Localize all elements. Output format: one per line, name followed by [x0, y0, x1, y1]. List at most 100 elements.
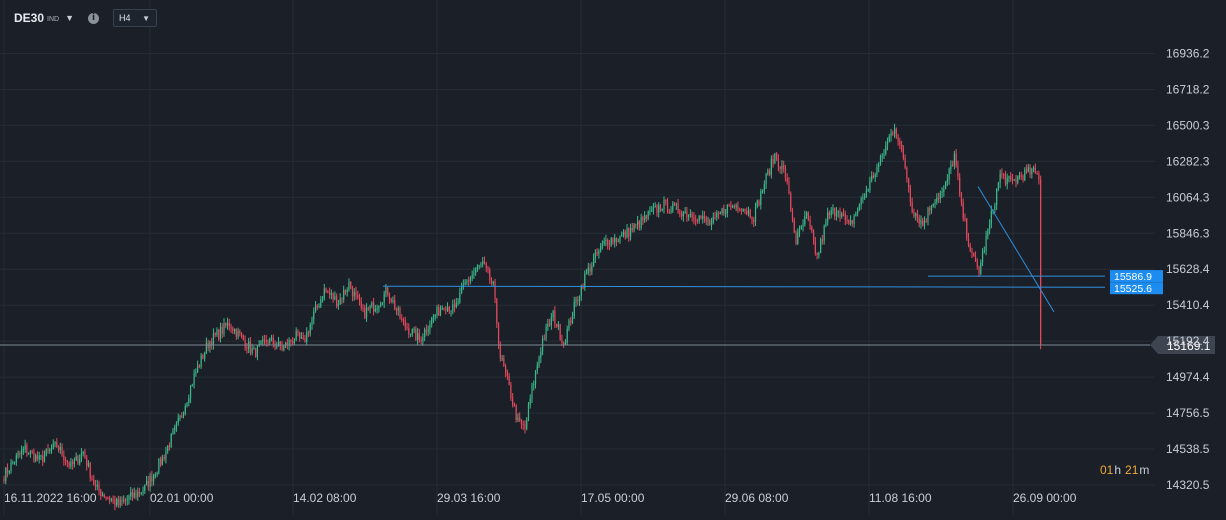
candle-body	[394, 300, 396, 310]
candle	[981, 248, 984, 267]
candle	[411, 328, 413, 337]
symbol-name[interactable]: DE30	[14, 11, 45, 25]
candle-body	[47, 449, 49, 451]
candle	[594, 249, 596, 263]
candle	[784, 164, 787, 182]
timeframe-select[interactable]: H4 ▼	[113, 9, 158, 27]
candle-body	[117, 498, 119, 506]
candle	[61, 443, 63, 457]
candle-body	[355, 291, 357, 295]
candle-body	[79, 458, 81, 464]
candle-body	[57, 446, 60, 451]
candle	[87, 460, 90, 468]
candle-body	[552, 310, 554, 318]
candle-body	[642, 217, 644, 221]
candle	[901, 140, 903, 153]
candle-body	[325, 288, 327, 292]
candle	[156, 471, 158, 478]
candle-body	[744, 209, 746, 211]
candle	[811, 225, 813, 234]
candle-body	[892, 132, 894, 134]
candle-body	[320, 299, 322, 307]
candle	[142, 486, 144, 496]
candle-body	[941, 191, 943, 193]
candle-body	[387, 287, 389, 294]
candle	[881, 153, 883, 162]
candle	[448, 306, 450, 315]
candle-body	[962, 202, 964, 219]
candle-body	[936, 197, 938, 202]
candle	[797, 228, 799, 245]
candle	[608, 239, 611, 251]
candle	[971, 247, 973, 259]
candle	[98, 480, 100, 496]
candle-body	[934, 201, 936, 205]
candle	[503, 354, 505, 367]
candle	[260, 340, 262, 345]
candle	[527, 401, 530, 422]
candle-body	[330, 293, 332, 295]
candle-body	[233, 328, 236, 331]
candle	[211, 337, 213, 350]
candle	[962, 198, 964, 222]
candle	[842, 208, 845, 217]
candle	[540, 347, 542, 364]
candle	[38, 451, 40, 464]
candle-body	[100, 490, 102, 497]
candle	[712, 212, 714, 225]
dropdown-caret-icon[interactable]: ▼	[65, 13, 75, 23]
y-axis-tick-label: 15192.4	[1166, 334, 1210, 348]
candle-body	[482, 261, 484, 265]
candle-body	[218, 330, 220, 339]
candle-body	[825, 221, 827, 226]
candle	[371, 301, 373, 309]
candle	[424, 327, 426, 342]
candle-body	[177, 418, 179, 423]
candle	[1010, 171, 1012, 182]
candle	[114, 495, 116, 511]
candle	[513, 402, 515, 407]
candle	[1038, 170, 1040, 185]
candle-body	[858, 205, 860, 211]
candle	[107, 496, 109, 500]
candle-body	[390, 298, 392, 302]
candle	[790, 191, 792, 213]
candle-body	[564, 342, 567, 345]
candle	[1031, 167, 1033, 179]
candle	[865, 185, 867, 198]
candle	[360, 297, 362, 311]
candle	[1011, 174, 1014, 185]
candle-body	[172, 430, 174, 435]
info-icon[interactable]: i	[88, 12, 100, 24]
candle	[904, 154, 906, 170]
candle	[853, 214, 855, 228]
candle	[439, 305, 442, 317]
candle	[730, 200, 732, 211]
candle-body	[996, 188, 998, 206]
candle-body	[890, 132, 892, 137]
candle-body	[369, 305, 371, 309]
candle	[321, 295, 324, 303]
candle	[121, 496, 123, 506]
candle	[184, 403, 186, 416]
candle-body	[350, 281, 352, 289]
candle	[130, 487, 132, 501]
candle	[329, 287, 331, 299]
candle-body	[15, 455, 17, 463]
candle-body	[747, 210, 750, 214]
candle	[649, 206, 651, 216]
candle-body	[466, 280, 468, 282]
candle-body	[351, 288, 354, 297]
candle-body	[904, 158, 906, 168]
candle-body	[645, 215, 647, 219]
candle	[96, 479, 98, 491]
candle	[902, 145, 904, 161]
candle-body	[299, 332, 301, 339]
candle-body	[341, 298, 343, 300]
candle	[489, 267, 491, 284]
candle-body	[573, 301, 575, 317]
candle-body	[1040, 179, 1042, 346]
candle	[974, 251, 977, 262]
